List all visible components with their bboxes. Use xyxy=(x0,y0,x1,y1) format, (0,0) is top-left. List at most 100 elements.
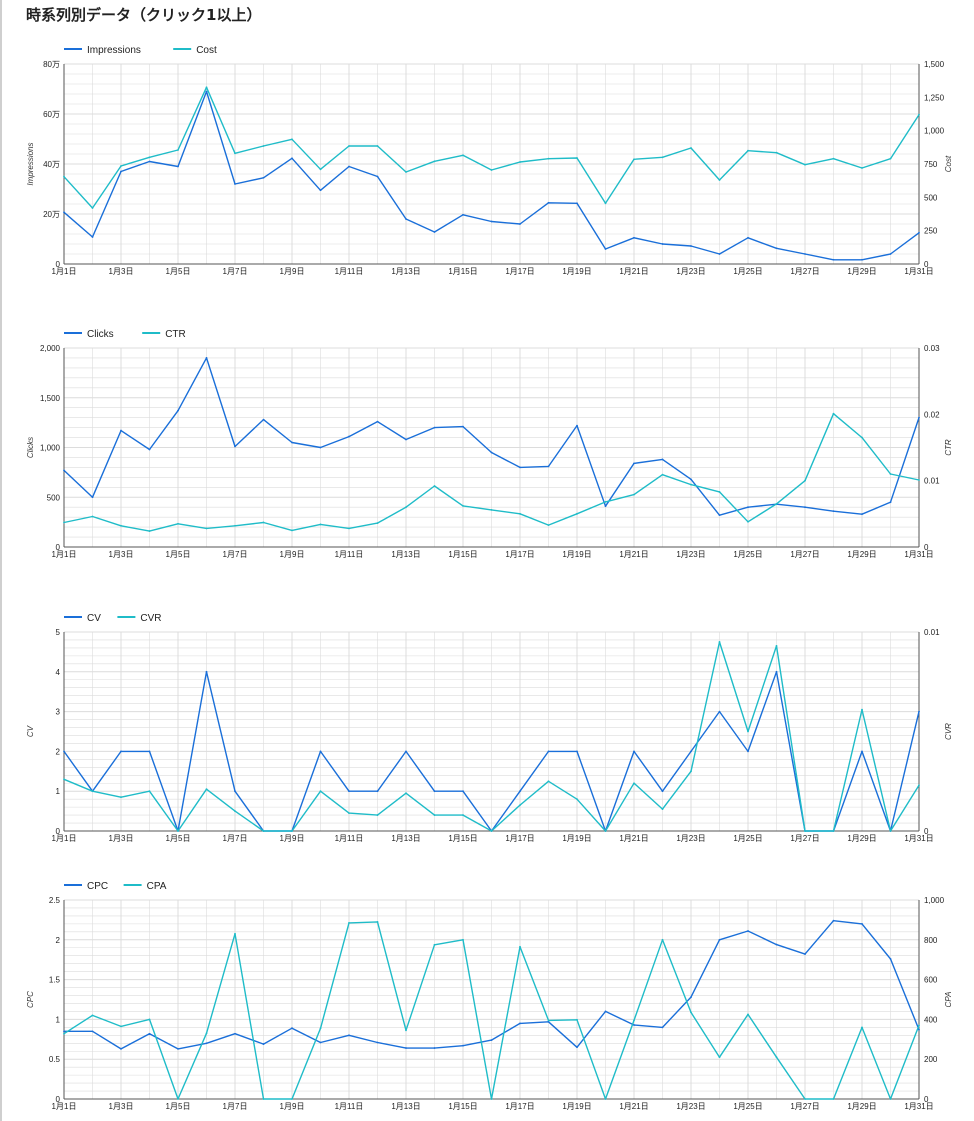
x-tick-label: 1月29日 xyxy=(847,267,876,276)
cpa-data-point xyxy=(889,1098,892,1100)
clicks-tick-label: 0 xyxy=(56,543,61,552)
cpa-data-point xyxy=(348,921,350,924)
cpa-data-point xyxy=(205,1032,208,1035)
x-tick-label: 1月11日 xyxy=(335,267,364,276)
cpc-tick-label: 2 xyxy=(56,936,61,945)
ctr-data-point xyxy=(633,493,635,496)
cv-data-point xyxy=(519,790,521,793)
cpa-data-point xyxy=(433,943,436,946)
cost-data-point xyxy=(661,156,664,159)
clicks-data-point xyxy=(63,469,65,472)
impressions-data-point xyxy=(433,231,436,233)
impressions-data-point xyxy=(234,183,236,185)
cost-data-point xyxy=(718,179,721,181)
cost-data-point xyxy=(91,207,94,209)
x-tick-label: 1月1日 xyxy=(52,267,77,276)
cpa-data-point xyxy=(405,1029,407,1032)
ctr-data-point xyxy=(832,412,835,415)
clicks-tick-label: 1,000 xyxy=(40,444,61,453)
x-tick-label: 1月11日 xyxy=(335,550,364,559)
cv-data-point xyxy=(433,790,436,793)
cpa-data-point xyxy=(661,938,664,941)
x-tick-label: 1月17日 xyxy=(505,267,534,276)
clicks-data-point xyxy=(405,438,407,441)
cvr-legend-label: CVR xyxy=(140,613,161,624)
impressions-tick-label: 0 xyxy=(56,260,61,269)
impressions-data-point xyxy=(661,243,664,245)
ctr-data-point xyxy=(405,506,407,509)
cv-tick-label: 2 xyxy=(56,747,61,756)
cvr-data-point xyxy=(661,808,664,811)
cvr-data-point xyxy=(376,814,379,816)
impressions-data-point xyxy=(405,218,407,220)
x-tick-label: 1月7日 xyxy=(223,550,248,559)
ctr-data-point xyxy=(63,521,65,524)
x-tick-label: 1月23日 xyxy=(676,550,705,559)
cvr-data-point xyxy=(63,778,65,781)
cvr-data-point xyxy=(861,708,863,711)
cost-tick-label: 500 xyxy=(924,193,938,202)
x-tick-label: 1月29日 xyxy=(847,550,876,559)
ctr-data-point xyxy=(462,504,464,507)
x-tick-label: 1月27日 xyxy=(790,267,819,276)
ctr-legend-label: CTR xyxy=(165,329,186,340)
impressions-data-point xyxy=(319,189,322,192)
cv-data-point xyxy=(405,750,407,753)
impressions-data-point xyxy=(262,176,265,179)
cpc-data-point xyxy=(747,930,749,932)
cpc-data-point xyxy=(918,1028,920,1031)
cpc-data-point xyxy=(633,1024,635,1026)
ctr-data-point xyxy=(604,500,607,503)
x-tick-label: 1月19日 xyxy=(562,1102,591,1111)
ctr-data-point xyxy=(804,479,806,482)
cv-data-point xyxy=(234,790,236,793)
impressions-tick-label: 40万 xyxy=(43,160,60,169)
cvr-data-point xyxy=(490,830,493,832)
cpa-data-point xyxy=(832,1098,835,1100)
cpa-data-point xyxy=(519,945,521,948)
ctr-data-point xyxy=(319,523,322,526)
cpc-data-point xyxy=(376,1041,379,1044)
x-tick-label: 1月31日 xyxy=(904,550,933,559)
ctr-axis-title: CTR xyxy=(944,439,953,456)
clicks-data-point xyxy=(747,506,749,509)
x-tick-label: 1月9日 xyxy=(280,834,305,843)
cpc-legend-label: CPC xyxy=(87,881,108,892)
ctr-data-point xyxy=(661,473,664,476)
impressions-axis-title: Impressions xyxy=(26,142,35,185)
x-tick-label: 1月5日 xyxy=(166,834,191,843)
x-tick-label: 1月1日 xyxy=(52,550,77,559)
x-tick-label: 1月5日 xyxy=(166,550,191,559)
ctr-data-point xyxy=(120,524,122,527)
ctr-data-point xyxy=(576,512,578,515)
cvr-data-point xyxy=(234,810,236,812)
x-tick-label: 1月1日 xyxy=(52,1102,77,1111)
cv-data-point xyxy=(348,790,350,793)
impressions-data-point xyxy=(861,258,863,261)
cost-tick-label: 1,500 xyxy=(924,60,945,69)
x-tick-label: 1月9日 xyxy=(280,267,305,276)
cpa-data-point xyxy=(718,1056,721,1059)
cpc-data-point xyxy=(775,943,778,946)
cpa-data-point xyxy=(633,1019,635,1022)
cost-data-point xyxy=(205,86,208,89)
cost-tick-label: 0 xyxy=(924,260,929,269)
cpa-legend-label: CPA xyxy=(147,881,167,892)
x-tick-label: 1月7日 xyxy=(223,1102,248,1111)
x-tick-label: 1月15日 xyxy=(448,550,477,559)
cost-data-point xyxy=(861,167,863,169)
cpc-data-point xyxy=(861,922,863,925)
cpc-data-point xyxy=(519,1022,521,1025)
cvr-data-point xyxy=(633,782,635,785)
x-tick-label: 1月29日 xyxy=(847,834,876,843)
impressions-data-point xyxy=(690,245,692,247)
clicks-data-point xyxy=(576,424,578,427)
cost-data-point xyxy=(747,149,749,152)
x-tick-label: 1月15日 xyxy=(448,1102,477,1111)
cvr-data-point xyxy=(832,830,835,832)
cost-tick-label: 1,000 xyxy=(924,127,945,136)
cpa-tick-label: 800 xyxy=(924,936,938,945)
cvr-data-point xyxy=(433,814,436,816)
cost-data-point xyxy=(348,145,350,147)
clicks-data-point xyxy=(519,466,521,469)
